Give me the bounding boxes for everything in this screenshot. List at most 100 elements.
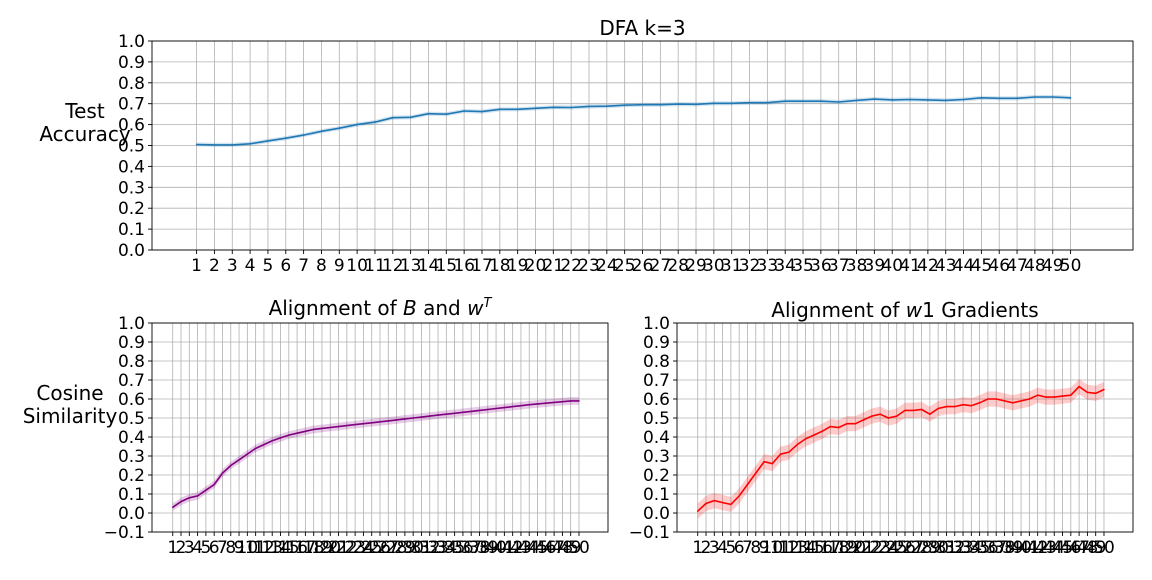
data-point bbox=[536, 403, 539, 405]
x-tick-label: 29 bbox=[919, 538, 941, 558]
x-tick-label: 18 bbox=[828, 538, 850, 558]
data-point bbox=[337, 425, 340, 428]
x-tick-label: 34 bbox=[961, 538, 983, 558]
x-tick-label: 38 bbox=[469, 538, 491, 558]
x-tick-label: 10 bbox=[762, 538, 784, 558]
data-point bbox=[516, 108, 519, 111]
x-tick-label: 27 bbox=[377, 538, 399, 558]
data-point bbox=[412, 417, 414, 419]
data-point bbox=[1016, 97, 1018, 100]
data-point bbox=[891, 99, 894, 101]
x-tick-label: 16 bbox=[286, 538, 308, 558]
x-tick-label: 18 bbox=[303, 538, 325, 558]
data-point bbox=[873, 98, 876, 100]
x-tick-label: 7 bbox=[217, 538, 228, 558]
data-point bbox=[927, 99, 929, 101]
x-tick-label: 31 bbox=[721, 256, 743, 276]
data-point bbox=[302, 134, 305, 136]
data-point bbox=[338, 127, 341, 129]
x-tick-label: 4 bbox=[192, 538, 203, 558]
data-point bbox=[937, 407, 939, 410]
x-tick-label: 39 bbox=[1002, 538, 1024, 558]
data-point bbox=[1036, 394, 1039, 397]
data-point bbox=[279, 437, 282, 439]
x-tick-label: 21 bbox=[328, 538, 350, 558]
x-tick-label: 43 bbox=[510, 538, 532, 558]
x-tick-label: 45 bbox=[527, 538, 549, 558]
x-tick-label: 24 bbox=[596, 256, 618, 276]
x-tick-label: 6 bbox=[280, 256, 291, 276]
data-point bbox=[854, 422, 857, 425]
series-line bbox=[196, 96, 1071, 146]
data-point bbox=[1070, 394, 1072, 397]
y-tick-label: 0.5 bbox=[643, 409, 670, 429]
data-point bbox=[995, 398, 997, 400]
data-point bbox=[813, 434, 815, 436]
data-point bbox=[578, 400, 580, 402]
data-point bbox=[387, 420, 390, 422]
data-point bbox=[462, 411, 464, 414]
y-tick-label: −0.1 bbox=[629, 523, 670, 543]
data-point bbox=[271, 440, 274, 442]
chart-title: Alignment of w1 Gradients bbox=[771, 298, 1038, 322]
data-point bbox=[511, 405, 514, 408]
x-tick-label: 47 bbox=[1006, 256, 1028, 276]
data-point bbox=[246, 453, 249, 455]
x-tick-label: 3 bbox=[227, 256, 238, 276]
series-confidence-band bbox=[196, 94, 1071, 147]
data-point bbox=[802, 100, 804, 102]
x-tick-label: 33 bbox=[427, 538, 449, 558]
data-point bbox=[738, 495, 740, 497]
data-point bbox=[229, 464, 232, 467]
x-tick-label: 26 bbox=[369, 538, 391, 558]
x-tick-label: 21 bbox=[542, 256, 564, 276]
x-tick-label: 12 bbox=[253, 538, 275, 558]
data-point bbox=[1003, 400, 1006, 402]
y-tick-label: 1.0 bbox=[643, 314, 670, 334]
data-point bbox=[696, 510, 699, 512]
data-point bbox=[748, 101, 751, 104]
y-tick-label: 0.0 bbox=[643, 504, 670, 524]
data-point bbox=[213, 144, 216, 146]
x-tick-label: 19 bbox=[311, 538, 333, 558]
y-tick-label: 0.5 bbox=[118, 137, 145, 157]
data-point bbox=[929, 413, 931, 416]
data-point bbox=[180, 500, 182, 503]
data-point bbox=[267, 140, 269, 142]
x-tick-label: 45 bbox=[1052, 538, 1074, 558]
data-point bbox=[980, 97, 983, 99]
data-point bbox=[428, 415, 431, 417]
data-point bbox=[495, 407, 497, 410]
y-tick-label: 0.6 bbox=[118, 390, 145, 410]
data-point bbox=[962, 403, 964, 406]
x-tick-label: 9 bbox=[334, 256, 345, 276]
x-tick-label: 29 bbox=[394, 538, 416, 558]
x-tick-label: 28 bbox=[911, 538, 933, 558]
data-point bbox=[746, 483, 749, 486]
x-tick-label: 39 bbox=[477, 538, 499, 558]
data-point bbox=[788, 451, 790, 454]
data-point bbox=[296, 432, 298, 435]
data-point bbox=[470, 410, 473, 413]
x-tick-label: 25 bbox=[614, 256, 636, 276]
y-tick-label: −0.1 bbox=[104, 523, 145, 543]
x-tick-label: 42 bbox=[917, 256, 939, 276]
x-tick-label: 18 bbox=[489, 256, 511, 276]
data-point bbox=[374, 121, 376, 123]
x-tick-label: 32 bbox=[739, 256, 761, 276]
data-point bbox=[970, 404, 973, 407]
data-point bbox=[771, 462, 774, 465]
data-point bbox=[721, 501, 724, 504]
x-tick-label: 5 bbox=[263, 256, 274, 276]
y-tick-label: 0.8 bbox=[118, 74, 145, 94]
x-tick-label: 23 bbox=[344, 538, 366, 558]
data-point bbox=[238, 459, 240, 461]
data-point bbox=[677, 103, 679, 105]
data-point bbox=[588, 105, 590, 108]
x-tick-label: 36 bbox=[977, 538, 999, 558]
data-point bbox=[837, 101, 840, 103]
x-tick-label: 41 bbox=[494, 538, 516, 558]
x-tick-label: 6 bbox=[734, 538, 745, 558]
x-tick-label: 30 bbox=[402, 538, 424, 558]
data-point bbox=[356, 123, 358, 126]
